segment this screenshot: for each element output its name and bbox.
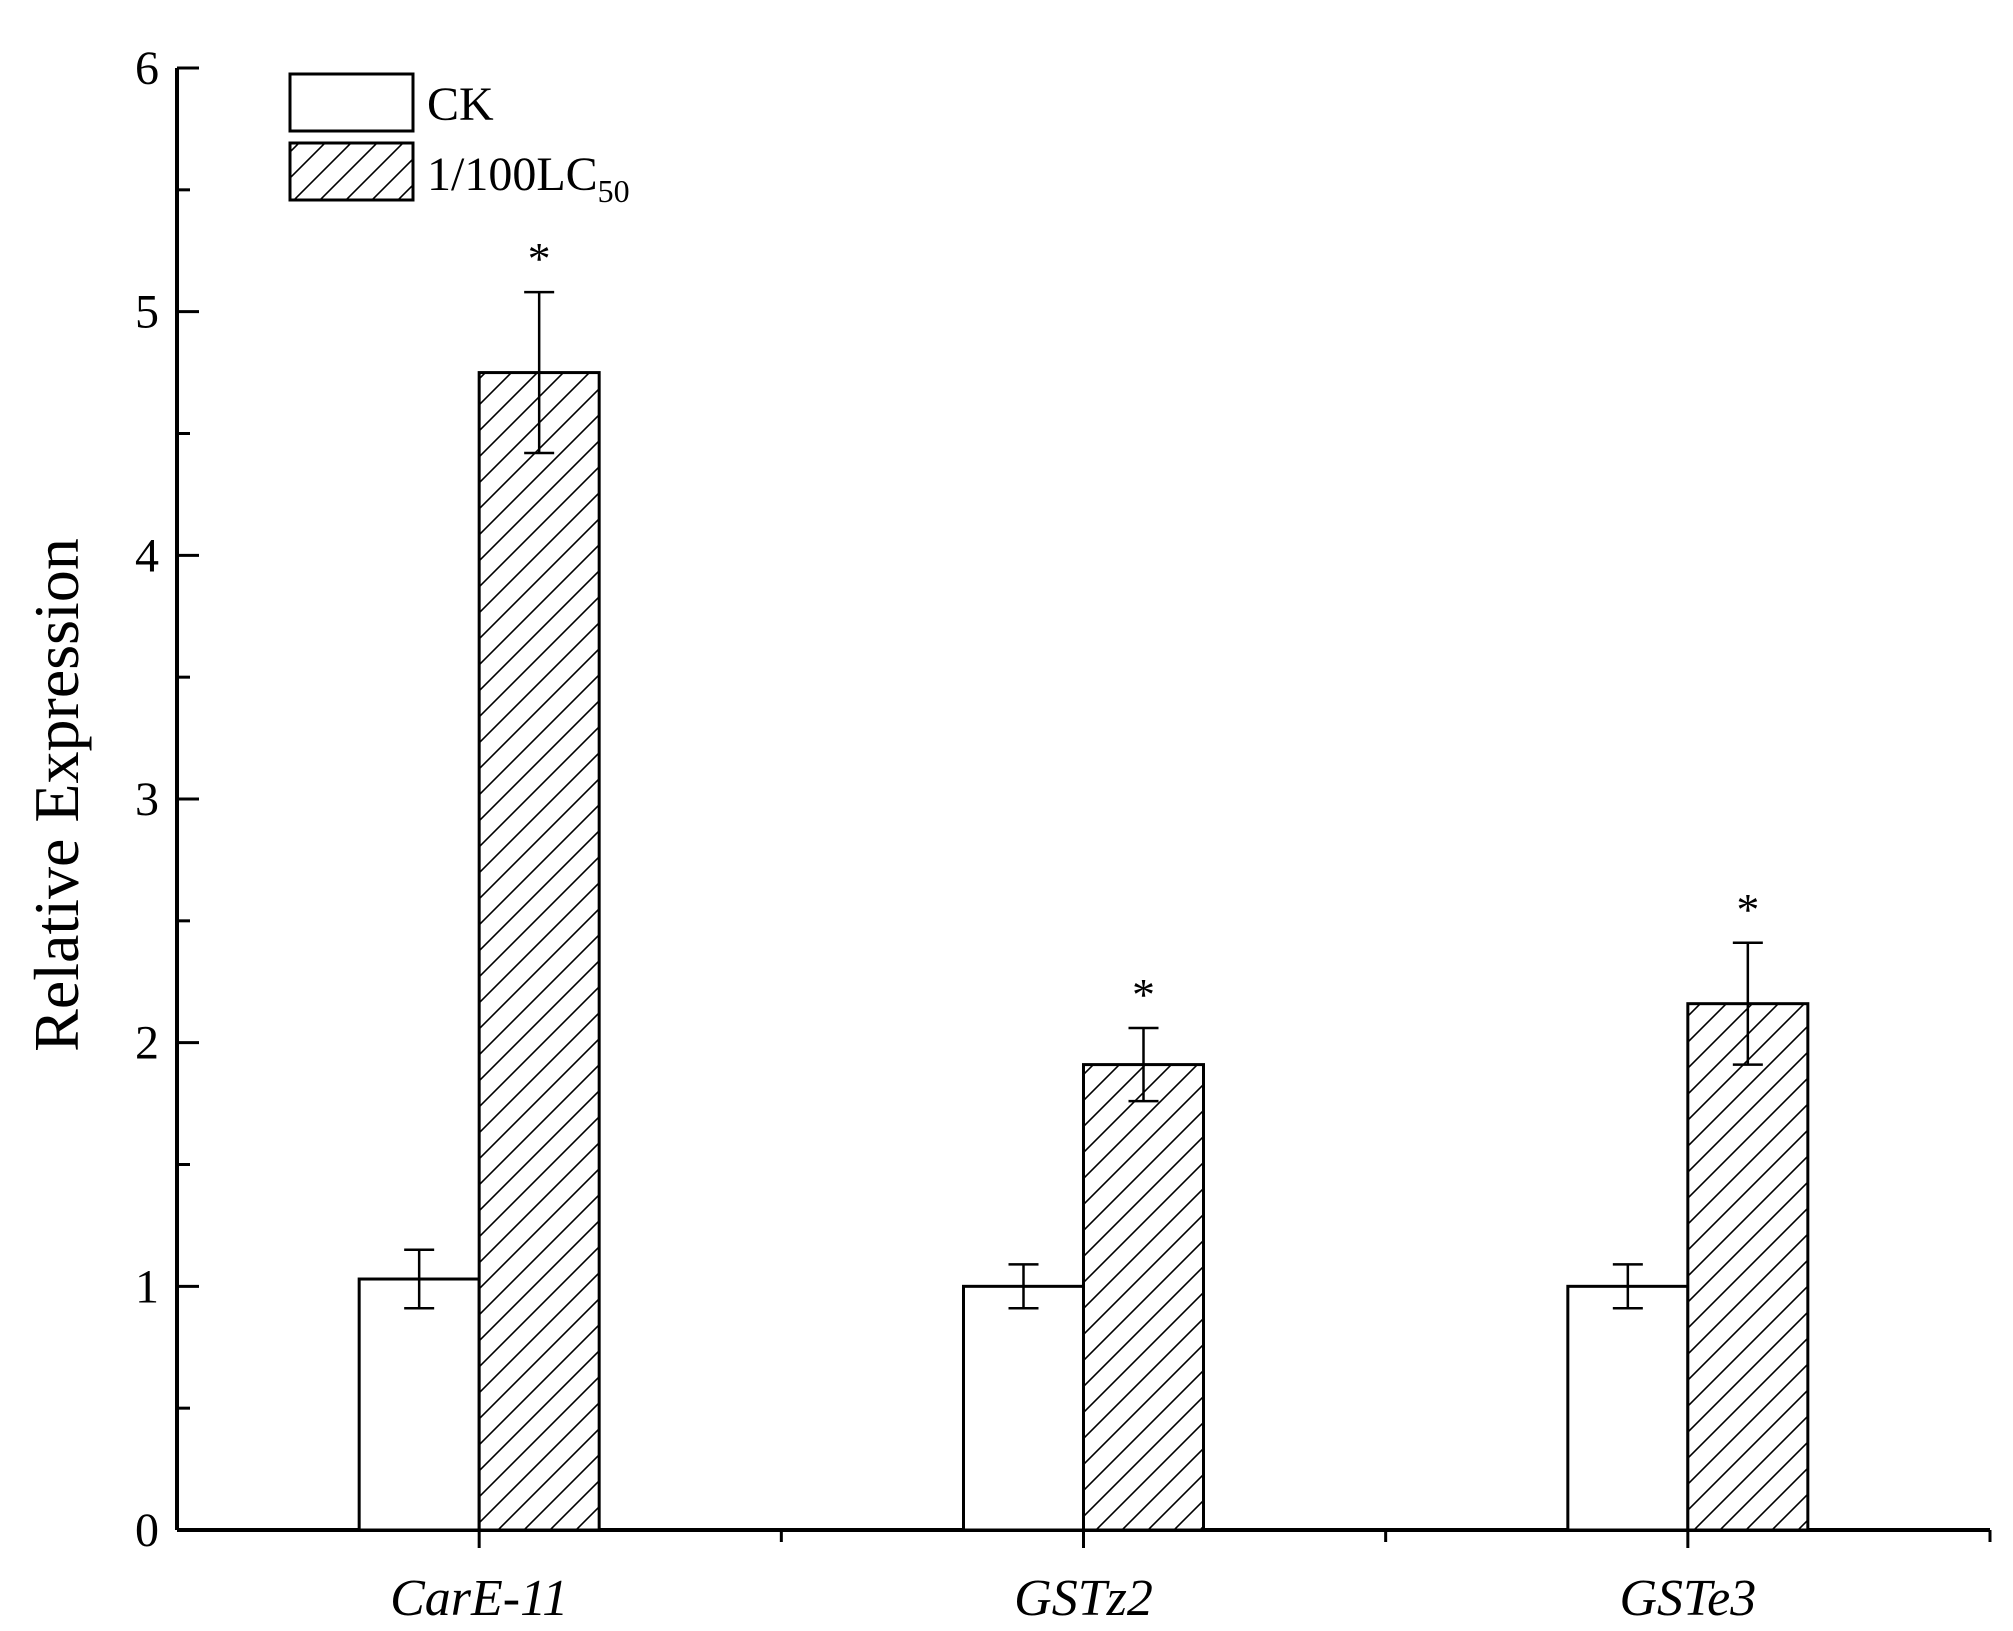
legend-label-treatment: 1/100LC50 xyxy=(427,148,630,209)
y-tick-label: 5 xyxy=(135,286,159,339)
bar-ck xyxy=(962,1284,1085,1532)
y-tick-label: 3 xyxy=(135,773,159,826)
legend: CK 1/100LC50 xyxy=(288,72,630,209)
x-category-label: GSTe3 xyxy=(1619,1570,1756,1627)
y-tick-label: 0 xyxy=(135,1504,159,1557)
legend-label-treatment-main: 1/100LC xyxy=(427,148,598,201)
plot-area: 0 1 2 3 4 5 6 * CarE-11 * GSTz2 * GSTe3 xyxy=(135,42,1992,1627)
significance-marker: * xyxy=(1736,884,1759,935)
bar-ck xyxy=(1566,1284,1690,1532)
y-tick-label: 4 xyxy=(135,529,159,582)
x-category-label: GSTz2 xyxy=(1014,1570,1153,1627)
y-tick-label: 1 xyxy=(135,1260,159,1313)
y-tick-label: 6 xyxy=(135,42,159,95)
y-tick-label: 2 xyxy=(135,1017,159,1070)
legend-swatch-ck xyxy=(288,72,415,133)
bar-treatment xyxy=(1082,1063,1205,1532)
bar-ck xyxy=(357,1277,481,1532)
significance-marker: * xyxy=(528,233,551,284)
x-category-label: CarE-11 xyxy=(390,1570,568,1627)
bar-treatment xyxy=(477,371,601,1532)
y-axis-title: Relative Expression xyxy=(21,538,92,1052)
legend-label-treatment-subscript: 50 xyxy=(598,173,630,209)
legend-swatch-treatment xyxy=(288,141,415,202)
bar-treatment xyxy=(1686,1002,1810,1532)
legend-label-ck: CK xyxy=(427,78,494,131)
significance-marker: * xyxy=(1132,969,1155,1020)
